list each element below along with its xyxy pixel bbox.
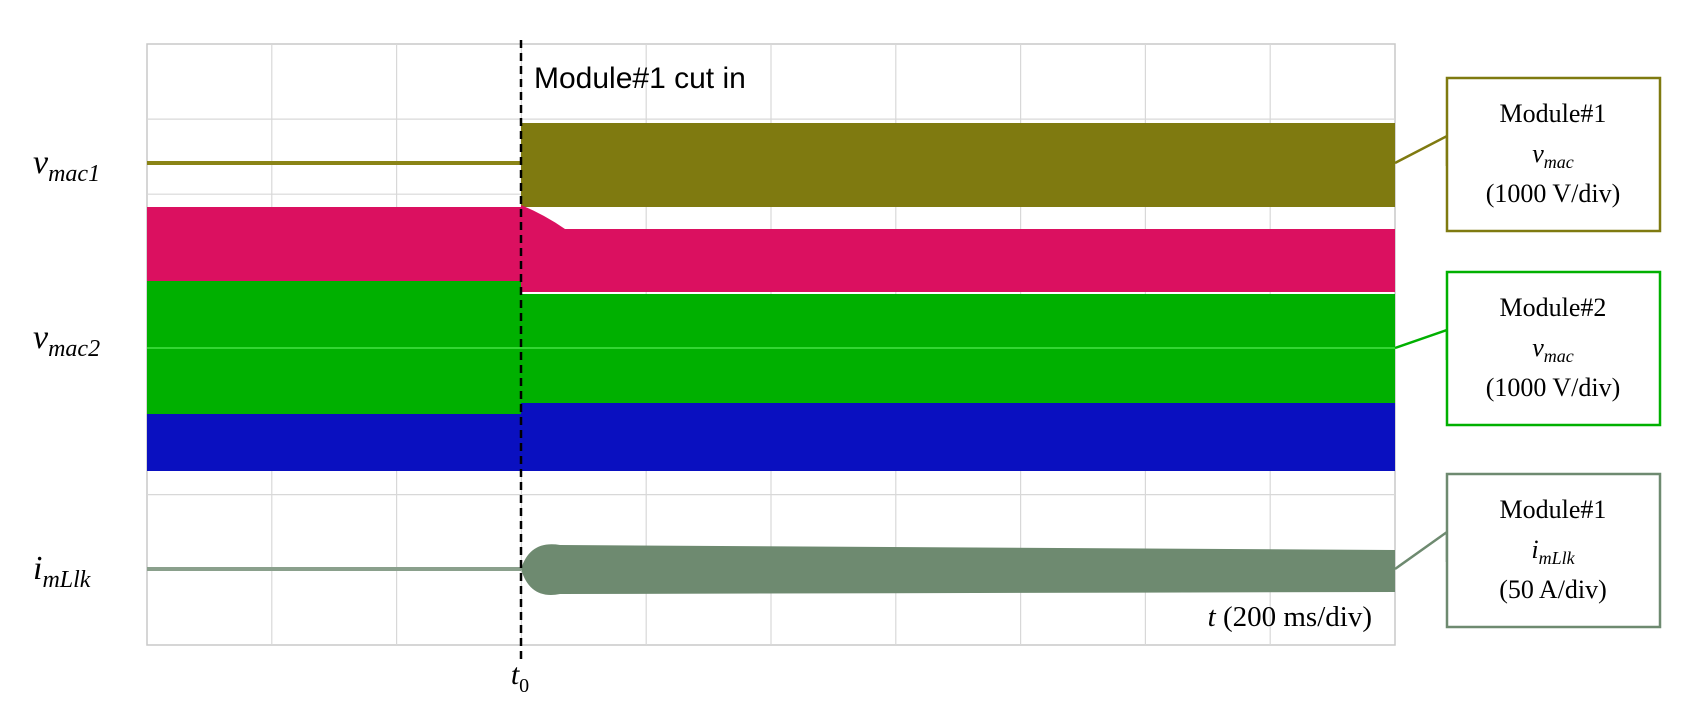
imllk-trace-after: [521, 544, 1395, 595]
box-connector: [1394, 133, 1449, 166]
scale-box: [1445, 472, 1662, 629]
time-scale: t (200 ms/div): [1208, 601, 1372, 633]
box-symbol: imLlk: [1531, 535, 1575, 568]
trace-label: imLlk: [33, 550, 91, 593]
pink-trace-after: [521, 205, 1395, 292]
box-connector: [1394, 328, 1449, 360]
vmac1-trace-after: [521, 123, 1395, 207]
box-scale: (50 A/div): [1499, 575, 1607, 604]
marker-label: t0: [511, 658, 529, 697]
box-title: Module#1: [1500, 495, 1607, 524]
box-title: Module#2: [1500, 293, 1607, 322]
trace-label: vmac1: [33, 144, 100, 187]
blue-trace-before: [147, 414, 521, 471]
event-label: Module#1 cut in: [534, 62, 746, 95]
blue-trace-after: [521, 403, 1395, 471]
scale-boxes: Module#1 vmac (1000 V/div) Module#2 vmac (100…: [1394, 76, 1662, 629]
scale-box: [1445, 76, 1662, 233]
box-title: Module#1: [1500, 99, 1607, 128]
scale-box: [1445, 270, 1662, 427]
box-scale: (1000 V/div): [1486, 179, 1621, 208]
box-scale: (1000 V/div): [1486, 373, 1621, 402]
box-symbol: vmac: [1532, 139, 1574, 172]
trace-label: vmac2: [33, 319, 100, 362]
box-symbol: vmac: [1532, 333, 1574, 366]
waveforms: [147, 123, 1395, 595]
pink-trace-before: [147, 207, 521, 283]
box-connector: [1394, 529, 1449, 571]
trace-labels: vmac1 vmac2 imLlk: [33, 144, 100, 593]
